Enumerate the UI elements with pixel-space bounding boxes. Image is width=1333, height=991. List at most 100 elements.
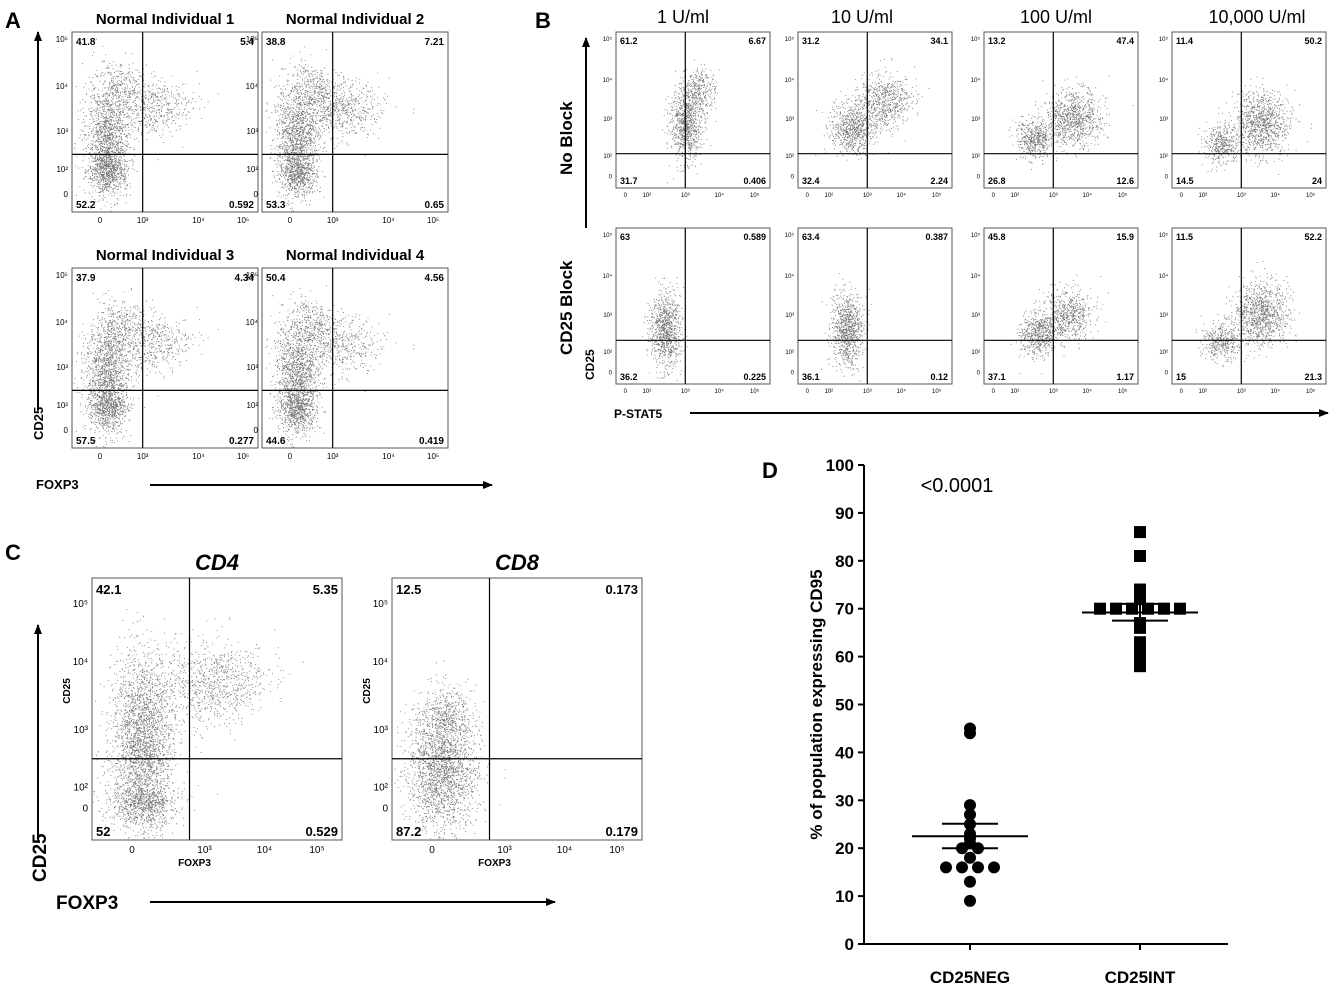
y-tick-label: 10³ — [246, 363, 258, 372]
event-dots — [73, 288, 219, 448]
y-tick-label: 0 — [1165, 175, 1169, 181]
x-tick-label: 10⁵ — [750, 388, 760, 395]
event-dots — [662, 59, 720, 184]
y-tick-label: 10² — [785, 350, 794, 356]
plot-title: Normal Individual 1 — [96, 11, 234, 28]
panel-letter-c: C — [5, 540, 21, 565]
panel-letter-b: B — [535, 8, 551, 33]
plot-title: Normal Individual 2 — [286, 11, 424, 28]
data-point — [940, 861, 952, 874]
y-tick-label: 20 — [835, 839, 854, 858]
panel-b-row-label-no-block: No Block — [557, 101, 576, 175]
x-tick-label: 10⁵ — [237, 452, 249, 461]
data-point — [956, 861, 968, 874]
x-tick-label: CD25INT — [1105, 968, 1176, 987]
y-tick-label: 10² — [56, 401, 68, 410]
quadrant-ul: 63 — [620, 232, 630, 242]
event-dots — [1010, 274, 1109, 375]
data-point — [1134, 583, 1146, 596]
y-tick-label: 10⁴ — [603, 273, 613, 280]
x-tick-label: 0 — [806, 193, 810, 199]
inner-x-label: FOXP3 — [478, 858, 511, 869]
event-dots — [265, 46, 415, 212]
y-tick-label: 10⁵ — [785, 232, 795, 239]
x-tick-label: 10³ — [197, 845, 212, 856]
data-point — [1134, 550, 1146, 563]
quadrant-ll: 52.2 — [76, 200, 96, 211]
y-tick-label: 10⁵ — [971, 36, 981, 43]
x-tick-label: 10³ — [1049, 389, 1058, 395]
y-tick-label: 10⁵ — [603, 36, 613, 43]
panel-b-row-label-cd25-block: CD25 Block — [557, 260, 576, 355]
event-dots — [1197, 76, 1312, 175]
quadrant-ur: 6.67 — [748, 36, 766, 46]
plot-frame — [797, 31, 953, 189]
x-tick-label: 10⁴ — [1271, 192, 1281, 199]
density-dots — [1008, 75, 1134, 170]
y-axis-title: % of population expressing CD95 — [807, 569, 826, 839]
x-tick-label: 10⁵ — [932, 388, 942, 395]
quadrant-ul: 41.8 — [76, 37, 96, 48]
panel-d-chart: 0 10 20 30 40 50 60 70 80 90 100 % of population ex… — [807, 456, 1228, 987]
y-tick-label: 10⁴ — [246, 82, 259, 91]
y-tick-label: 10⁴ — [785, 77, 795, 84]
x-tick-label: 10⁴ — [897, 388, 907, 395]
quadrant-ul: 61.2 — [620, 36, 638, 46]
plot-frame — [1171, 31, 1327, 189]
density-dots — [662, 59, 720, 184]
y-tick-label: 70 — [835, 600, 854, 619]
y-tick-label: 10² — [56, 165, 68, 174]
plot-frame — [261, 31, 449, 213]
y-tick-label: 90 — [835, 504, 854, 523]
x-tick-label: 10³ — [497, 845, 512, 856]
quadrant-ll: 31.7 — [620, 176, 638, 186]
quadrant-ll: 53.3 — [266, 200, 286, 211]
density-dots — [642, 277, 688, 382]
x-tick-label: 10² — [1010, 389, 1019, 395]
x-tick-label: 0 — [624, 389, 628, 395]
y-tick-label: 0 — [845, 935, 854, 954]
plot-title: Normal Individual 4 — [286, 247, 425, 264]
quadrant-lr: 0.277 — [229, 436, 254, 447]
data-point — [988, 861, 1000, 874]
y-tick-label: 10² — [785, 154, 794, 160]
x-tick-label: 0 — [288, 216, 293, 225]
panel-a-x-label: FOXP3 — [36, 477, 79, 492]
quadrant-ul: 50.4 — [266, 273, 286, 284]
quadrant-ur: 0.589 — [743, 232, 766, 242]
quadrant-ul: 31.2 — [802, 36, 820, 46]
data-point — [964, 808, 976, 821]
x-tick-label: 10⁴ — [557, 845, 572, 856]
quadrant-lr: 21.3 — [1304, 372, 1322, 382]
x-tick-label: 0 — [992, 193, 996, 199]
y-tick-label: 10⁵ — [246, 271, 258, 280]
plot-title: Normal Individual 3 — [96, 247, 234, 264]
y-tick-label: 10⁴ — [56, 318, 69, 327]
y-tick-label: 10³ — [246, 127, 258, 136]
x-tick-label: 10⁴ — [192, 216, 205, 225]
density-dots — [1195, 261, 1300, 367]
y-tick-label: 10² — [1159, 154, 1168, 160]
y-tick-label: 10⁴ — [56, 82, 69, 91]
quadrant-ur: 34.1 — [930, 36, 948, 46]
quadrant-ur: 50.2 — [1304, 36, 1322, 46]
y-tick-label: 10⁴ — [1159, 77, 1169, 84]
y-tick-label: 10⁵ — [971, 232, 981, 239]
panel-b-plot-r2-c4: 11.5 52.2 15 21.3 10⁵ 10⁴ 10³ 10² 0 0 10² 10³ 10⁴ 10⁵ — [1159, 227, 1327, 395]
y-tick-label: 10² — [1159, 350, 1168, 356]
y-tick-label: 0 — [609, 371, 613, 377]
y-tick-label: 10² — [603, 154, 612, 160]
panel-a-plot-1: 41.8 5.4 52.2 0.592 10⁵ 10⁴ 10³ 10² 0 0 10³ 10⁴ 10⁵ N… — [56, 11, 259, 225]
data-point — [964, 799, 976, 812]
x-tick-label: 0 — [624, 193, 628, 199]
x-tick-label: 10³ — [863, 389, 872, 395]
y-tick-label: 10³ — [74, 725, 89, 736]
plot-frame — [261, 267, 449, 449]
x-tick-label: 10³ — [681, 193, 690, 199]
x-tick-label: 10² — [642, 389, 651, 395]
x-tick-label: 10⁵ — [427, 216, 439, 225]
quadrant-ll: 36.1 — [802, 372, 820, 382]
density-dots — [73, 288, 219, 448]
x-tick-label: 10⁴ — [257, 845, 272, 856]
y-tick-label: 10⁵ — [1159, 232, 1169, 239]
